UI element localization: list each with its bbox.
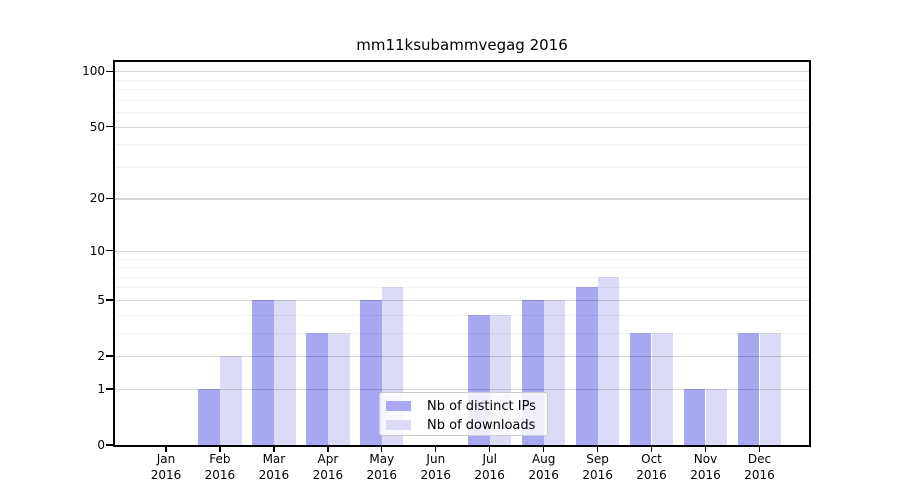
bar-nb-of-downloads-apr (327, 332, 350, 447)
x-tick-label-month-jun: Jun (426, 452, 446, 466)
x-tick-label-jul: Jul 2016 (458, 452, 522, 483)
y-tick-label-20: 20 (89, 191, 105, 206)
y-tick-label-0: 0 (97, 438, 105, 452)
x-tick-label-month-dec: Dec (747, 452, 772, 466)
x-tick-label-aug: Aug 2016 (512, 452, 576, 483)
x-tick-label-dec: Dec 2016 (728, 452, 792, 483)
bar-nb-of-distinct-ips-nov (683, 388, 706, 447)
x-tick-label-year-jan: 2016 (150, 467, 182, 482)
x-tick-label-month-oct: Oct (641, 452, 662, 466)
x-tick-mark-may (381, 447, 383, 452)
x-tick-label-year-feb: 2016 (204, 467, 236, 482)
x-tick-label-feb: Feb 2016 (188, 452, 252, 483)
bar-nb-of-downloads-feb (220, 356, 242, 447)
y-tick-label-10: 10 (89, 243, 105, 258)
bar-nb-of-distinct-ips-apr (306, 332, 328, 447)
legend-swatch-distinct-ips (386, 400, 411, 412)
x-tick-label-year-jun: 2016 (420, 467, 452, 482)
x-tick-label-nov: Nov 2016 (674, 452, 738, 483)
x-tick-label-month-nov: Nov (693, 452, 718, 466)
axis-spine-left (113, 60, 115, 447)
legend-item-distinct-ips: Nb of distinct IPs (386, 398, 547, 414)
x-tick-mark-oct (650, 447, 653, 452)
y-tick-mark-2 (106, 355, 113, 357)
x-tick-mark-jun (435, 447, 437, 452)
x-tick-mark-mar (273, 447, 275, 452)
x-tick-mark-apr (327, 447, 329, 452)
x-tick-label-oct: Oct 2016 (620, 452, 684, 483)
y-tick-label-100: 100 (82, 64, 105, 79)
y-tick-label-50: 50 (89, 119, 105, 134)
y-tick-label-5: 5 (97, 292, 105, 307)
x-tick-label-year-aug: 2016 (528, 467, 559, 482)
bar-nb-of-downloads-mar (273, 299, 296, 447)
legend-swatch-downloads (386, 419, 411, 431)
y-tick-label-1: 1 (97, 381, 105, 396)
axis-spine-top (113, 60, 811, 62)
x-tick-mark-nov (704, 447, 707, 452)
x-tick-mark-dec (758, 447, 761, 452)
x-tick-mark-jan (165, 447, 167, 452)
bar-nb-of-distinct-ips-sep (575, 287, 598, 447)
x-tick-label-month-aug: Aug (531, 452, 556, 466)
x-tick-label-month-jan: Jan (156, 452, 176, 466)
y-tick-mark-100 (106, 70, 113, 72)
x-tick-label-jun: Jun 2016 (404, 452, 468, 483)
x-tick-label-year-apr: 2016 (312, 467, 344, 482)
bar-nb-of-distinct-ips-feb (198, 388, 220, 447)
x-tick-label-sep: Sep 2016 (566, 452, 630, 483)
x-tick-label-jan: Jan 2016 (134, 452, 198, 483)
bar-nb-of-downloads-oct (651, 332, 674, 447)
x-tick-label-apr: Apr 2016 (296, 452, 360, 483)
x-tick-label-year-nov: 2016 (690, 467, 721, 482)
y-tick-mark-1 (106, 388, 113, 390)
x-tick-label-year-jul: 2016 (474, 467, 505, 482)
bar-nb-of-downloads-dec (759, 332, 782, 447)
x-tick-label-month-apr: Apr (317, 452, 339, 466)
bar-nb-of-distinct-ips-dec (737, 332, 760, 447)
bar-nb-of-distinct-ips-may (360, 299, 382, 447)
y-tick-mark-0 (106, 444, 113, 446)
x-tick-label-may: May 2016 (350, 452, 414, 483)
x-tick-label-mar: Mar 2016 (242, 452, 306, 483)
legend-label-distinct-ips: Nb of distinct IPs (427, 398, 536, 414)
x-tick-label-year-may: 2016 (366, 467, 398, 482)
x-tick-label-month-feb: Feb (209, 452, 231, 466)
bar-nb-of-downloads-sep (597, 276, 620, 447)
y-tick-mark-50 (106, 125, 113, 128)
x-tick-label-year-dec: 2016 (744, 467, 775, 482)
x-tick-mark-aug (543, 447, 545, 452)
x-tick-label-year-mar: 2016 (258, 467, 290, 482)
plot-area: Nb of distinct IPs Nb of downloads (113, 60, 811, 447)
bar-nb-of-distinct-ips-oct (629, 332, 652, 447)
chart-title: mm11ksubammvegag 2016 (356, 36, 568, 54)
bar-nb-of-downloads-aug (543, 299, 566, 447)
legend-label-downloads: Nb of downloads (427, 417, 536, 433)
x-tick-label-year-oct: 2016 (636, 467, 667, 482)
x-tick-label-month-jul: Jul (482, 452, 497, 466)
x-tick-label-year-sep: 2016 (582, 467, 613, 482)
x-tick-label-month-sep: Sep (586, 452, 609, 466)
legend: Nb of distinct IPs Nb of downloads (379, 392, 548, 436)
axis-spine-bottom (113, 445, 811, 447)
y-tick-mark-10 (106, 250, 113, 252)
y-tick-mark-20 (106, 197, 113, 200)
x-tick-mark-sep (596, 447, 599, 452)
bar-nb-of-downloads-nov (705, 388, 728, 447)
x-tick-mark-feb (219, 447, 221, 452)
bar-nb-of-distinct-ips-mar (252, 299, 274, 447)
axis-spine-right (809, 60, 811, 447)
legend-item-downloads: Nb of downloads (386, 417, 547, 433)
y-tick-label-2: 2 (97, 349, 105, 363)
bars-layer (113, 60, 811, 447)
x-tick-label-month-mar: Mar (262, 452, 286, 466)
y-tick-mark-5 (106, 299, 113, 301)
x-tick-mark-jul (489, 447, 491, 452)
x-tick-label-month-may: May (369, 452, 395, 466)
